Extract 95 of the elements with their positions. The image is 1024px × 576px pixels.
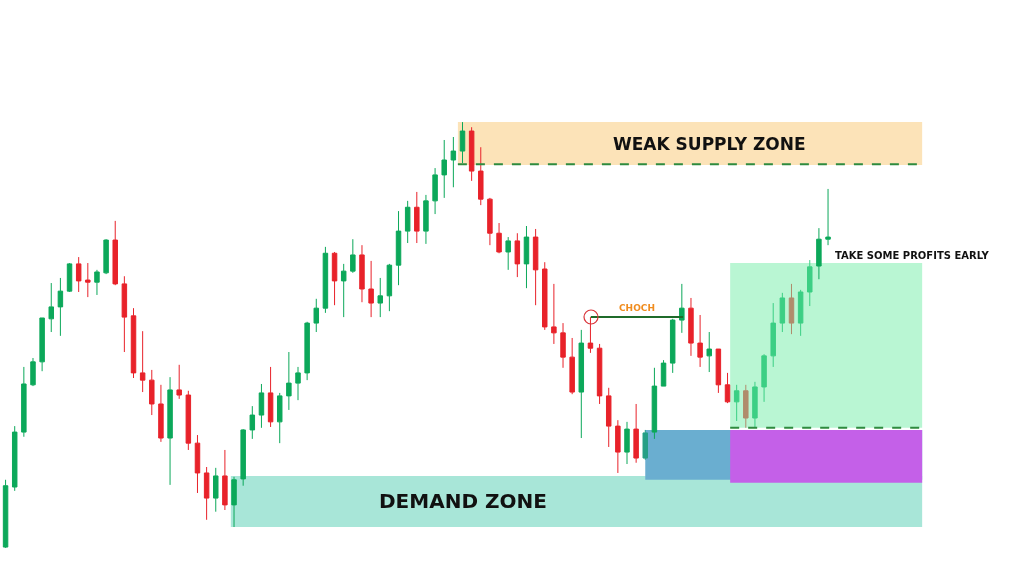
candlestick	[258, 383, 265, 429]
candlestick	[605, 387, 612, 448]
candlestick	[532, 228, 539, 306]
candlestick	[688, 297, 694, 357]
candlestick	[395, 210, 402, 286]
candlestick	[276, 392, 283, 444]
band-label: DEMAND ZONE	[379, 489, 547, 513]
candlestick	[441, 139, 447, 199]
candlestick	[386, 263, 393, 312]
candlestick	[487, 197, 493, 246]
candlestick	[176, 364, 182, 400]
candlestick	[432, 167, 438, 215]
candlestick	[651, 367, 658, 440]
candlestick	[11, 425, 18, 492]
candlestick	[523, 225, 530, 289]
candlestick	[167, 376, 173, 486]
candlestick	[158, 384, 164, 443]
candlestick	[743, 384, 749, 429]
candlestick	[505, 236, 511, 271]
candlestick	[788, 283, 795, 335]
candlestick	[350, 238, 356, 274]
candlestick	[322, 246, 329, 314]
candlestick	[85, 262, 91, 298]
candlestick	[2, 479, 9, 549]
band-label: WEAK SUPPLY ZONE	[613, 134, 806, 154]
candlestick	[468, 126, 475, 182]
candlestick	[240, 428, 246, 487]
candlestick	[313, 298, 320, 333]
candlestick	[825, 188, 831, 246]
candlestick	[761, 353, 767, 403]
candlestick	[569, 337, 575, 395]
candlestick	[587, 316, 594, 354]
candlestick	[267, 366, 274, 428]
candlestick	[633, 403, 639, 464]
candlestick	[450, 136, 457, 188]
candlestick	[816, 227, 822, 280]
candlestick	[149, 369, 155, 416]
candlestick	[331, 251, 338, 306]
candlestick	[121, 275, 128, 353]
candlestick	[21, 366, 27, 438]
candlestick	[779, 292, 786, 333]
candlestick	[130, 307, 137, 379]
candlestick	[194, 434, 201, 494]
candlestick	[770, 302, 776, 368]
candlestick	[724, 372, 731, 404]
ref-line-label: CHOCH	[619, 303, 655, 313]
candlestick	[304, 321, 310, 381]
candlestick	[94, 269, 100, 296]
text: TAKE SOME PROFITS EARLY	[835, 250, 990, 261]
candlestick	[551, 283, 557, 345]
candlestick	[642, 429, 649, 461]
candlestick	[295, 366, 301, 401]
candlestick	[39, 317, 45, 372]
candlestick	[48, 282, 54, 333]
candlestick	[359, 244, 365, 303]
candlestick	[414, 191, 420, 244]
candlestick	[112, 220, 118, 286]
candlestick	[404, 200, 411, 244]
candlestick	[75, 256, 82, 293]
candlestick	[807, 259, 813, 307]
candlestick	[660, 359, 667, 387]
candlestick	[340, 263, 347, 318]
candlestick	[706, 331, 712, 373]
candlestick	[496, 222, 502, 254]
candlestick	[697, 314, 703, 368]
candlestick	[596, 343, 603, 405]
candlestick	[624, 421, 630, 465]
candlestick	[57, 277, 64, 337]
candlestick	[752, 381, 758, 429]
candlestick	[423, 194, 429, 245]
candlestick	[222, 449, 228, 511]
candlestick	[514, 232, 521, 278]
candlestick	[669, 318, 676, 374]
candlestick	[30, 357, 36, 387]
candlestick	[715, 348, 722, 394]
candlestick	[231, 476, 237, 528]
candlestick	[615, 419, 621, 474]
candlestick	[560, 322, 566, 369]
candlestick	[797, 289, 804, 337]
candlestick	[459, 121, 466, 164]
candlestick	[66, 262, 73, 293]
candlestick	[733, 384, 740, 422]
candlestick	[103, 238, 109, 275]
candlestick	[249, 405, 256, 440]
candlestick	[578, 329, 585, 439]
candlestick	[185, 390, 192, 451]
candlestick	[368, 260, 374, 318]
candlestick	[213, 467, 219, 513]
candlestick	[679, 283, 685, 334]
candlestick	[377, 277, 383, 318]
candlestick	[203, 466, 210, 521]
candlestick	[139, 330, 146, 393]
candlestick	[478, 146, 484, 206]
candlestick	[542, 261, 548, 331]
candlestick	[286, 351, 292, 411]
